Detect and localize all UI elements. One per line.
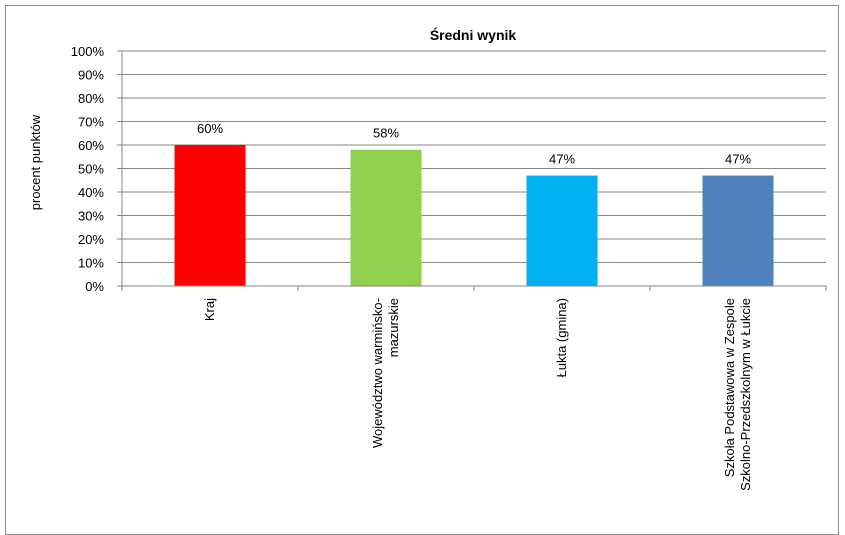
data-labels: 60% 58% 47% 47% [197, 121, 751, 167]
category-label: Łukta (gmina) [554, 298, 569, 377]
chart-frame [5, 5, 839, 535]
y-tick-label: 40% [78, 185, 104, 200]
y-axis-label: procent punktów [28, 114, 43, 210]
category-label-line: Łukta (gmina) [554, 298, 569, 377]
category-label-line: Szkoła Podstawowa w Zespole [722, 298, 737, 477]
category-label-line: mazurskie [386, 298, 401, 357]
data-label: 58% [373, 126, 399, 141]
axes [117, 50, 827, 291]
bar [350, 149, 422, 286]
y-tick-label: 100% [71, 44, 105, 59]
category-label: Województwo warmińsko-mazurskie [370, 298, 401, 448]
y-tick-label: 30% [78, 209, 104, 224]
y-tick-labels: 0% 10% 20% 30% 40% 50% 60% 70% 80% 90% 100% [71, 44, 105, 294]
category-label-line: Kraj [202, 298, 217, 321]
bar [526, 175, 598, 286]
data-label: 47% [725, 152, 751, 167]
data-label: 60% [197, 121, 223, 136]
bar [702, 175, 774, 286]
y-tick-label: 70% [78, 115, 104, 130]
y-tick-label: 60% [78, 138, 104, 153]
y-tick-label: 50% [78, 162, 104, 177]
category-label: Szkoła Podstawowa w Zespole Szkolno-Przed… [722, 298, 753, 491]
y-tick-label: 90% [78, 68, 104, 83]
chart-title: Średni wynik [430, 26, 517, 43]
y-tick-label: 80% [78, 91, 104, 106]
y-tick-label: 10% [78, 256, 104, 271]
category-label: Kraj [202, 298, 217, 321]
bars [174, 145, 774, 286]
y-tick-label: 20% [78, 232, 104, 247]
category-label-line: Szkolno-Przedszkolnym w Łukcie [738, 298, 753, 491]
y-tick-label: 0% [85, 279, 104, 294]
category-labels: Kraj Województwo warmińsko-mazurskie Łukta… [202, 298, 753, 491]
bar [174, 145, 246, 286]
data-label: 47% [549, 152, 575, 167]
category-label-line: Województwo warmińsko- [370, 298, 385, 448]
